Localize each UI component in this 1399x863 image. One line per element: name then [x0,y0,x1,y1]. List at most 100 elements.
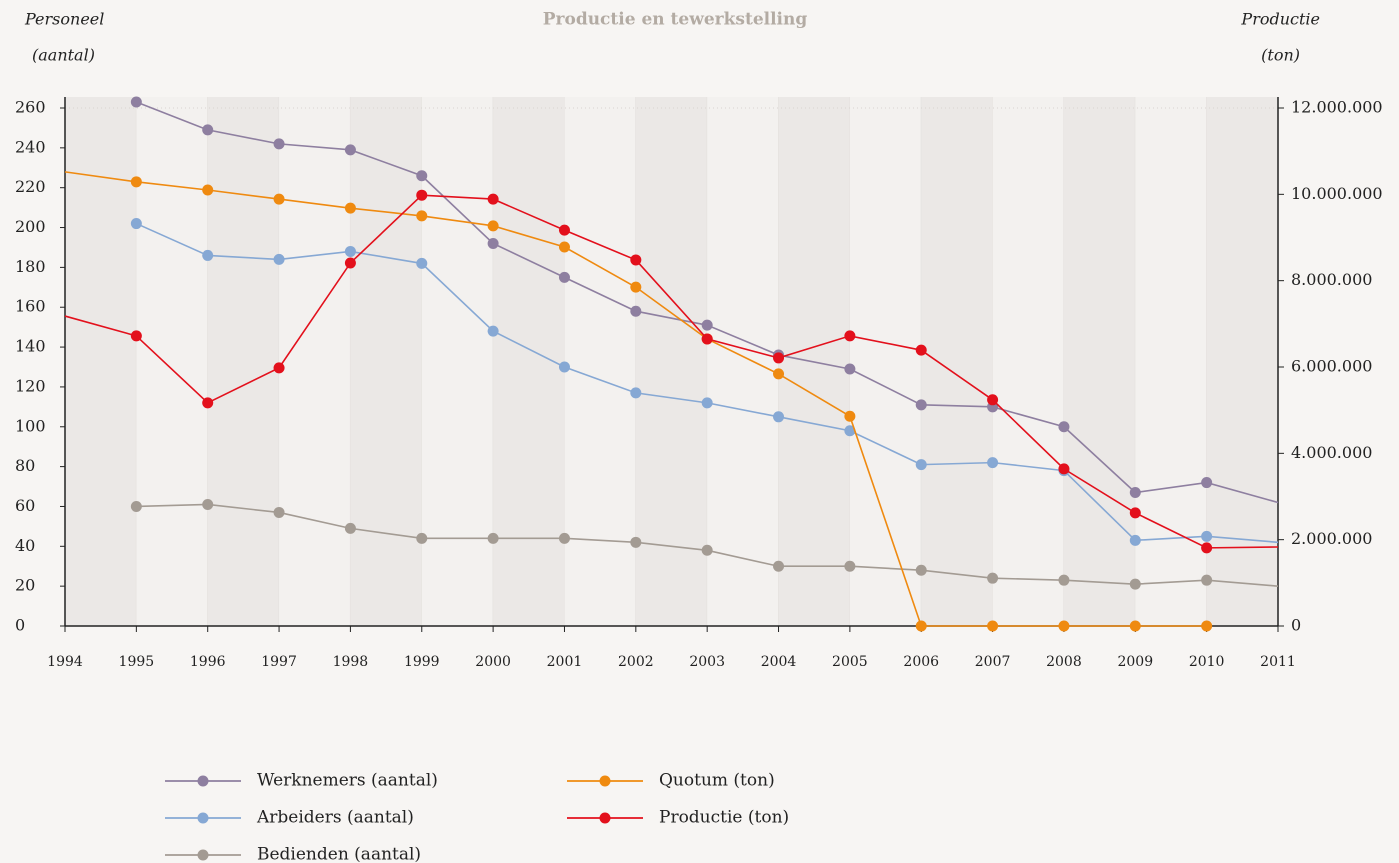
x-tick-label: 2008 [1046,654,1082,670]
point [487,325,499,337]
x-tick-label: 2011 [1260,654,1296,670]
point [344,144,356,156]
point [701,319,713,331]
point [1058,574,1070,586]
point [1129,534,1141,546]
point [273,138,285,150]
y-tick-label: 160 [15,297,46,316]
point [487,237,499,249]
series-line [64,194,1279,549]
legend-label: Bedienden (aantal) [257,845,421,863]
point [558,361,570,373]
y2-axis-label: (ton) [1261,46,1300,65]
point [344,202,356,214]
legend-marker [599,812,611,824]
point [987,394,999,406]
point [558,224,570,236]
point [1058,421,1070,433]
y-tick-label: 220 [15,177,46,196]
y-tick-label: 80 [15,456,35,475]
y-axis-label: (aantal) [32,46,95,65]
point [273,193,285,205]
x-tick-label: 1999 [404,654,440,670]
x-tick-label: 1998 [333,654,369,670]
x-tick-label: 2010 [1189,654,1225,670]
point [844,330,856,342]
point [1201,574,1213,586]
band [635,97,708,626]
y2-tick-label: 6.000.000 [1291,357,1372,376]
y2-tick-label: 2.000.000 [1291,529,1372,548]
point [987,620,999,632]
x-tick-label: 2002 [618,654,654,670]
band [279,97,351,626]
band [65,97,137,626]
point [915,344,927,356]
point [915,620,927,632]
x-tick-label: 1997 [261,654,297,670]
x-tick-label: 1995 [119,654,155,670]
y2-tick-label: 0 [1291,616,1301,635]
point [130,176,142,188]
y-tick-label: 260 [15,98,46,117]
point [1201,530,1213,542]
point [630,387,642,399]
point [1129,507,1141,519]
point [416,257,428,269]
point [630,536,642,548]
x-tick-label: 2007 [975,654,1011,670]
x-tick-label: 2004 [761,654,797,670]
band [564,97,636,626]
y2-axis-label: Productie [1240,10,1320,29]
point [344,522,356,534]
y-tick-label: 100 [15,416,46,435]
point [844,363,856,375]
y2-tick-label: 10.000.000 [1291,184,1383,203]
point [416,170,428,182]
point [1201,542,1213,554]
point [1129,620,1141,632]
point [773,352,785,364]
point [701,544,713,556]
x-tick-label: 2000 [475,654,511,670]
point [558,532,570,544]
legend-marker [599,775,611,787]
band [136,97,208,626]
point [130,330,142,342]
band [350,97,422,626]
y-tick-label: 60 [15,496,35,515]
point [773,560,785,572]
y-tick-label: 200 [15,217,46,236]
y-tick-label: 180 [15,257,46,276]
point [416,532,428,544]
point [915,459,927,471]
point [844,560,856,572]
band [921,97,993,626]
point [915,564,927,576]
y2-tick-label: 8.000.000 [1291,270,1372,289]
point [773,411,785,423]
point [416,210,428,222]
legend-marker [197,812,209,824]
point [344,257,356,269]
point [273,506,285,518]
point [1201,620,1213,632]
point [844,410,856,422]
band [992,97,1064,626]
point [1129,487,1141,499]
band [1135,97,1207,626]
band [707,97,779,626]
legend-label: Arbeiders (aantal) [256,808,414,828]
point [1201,477,1213,489]
legend-label: Productie (ton) [659,808,789,828]
point [130,218,142,230]
y-tick-label: 240 [15,137,46,156]
y2-tick-label: 12.000.000 [1291,98,1383,117]
band [1063,97,1136,626]
y-tick-label: 120 [15,376,46,395]
point [273,362,285,374]
point [630,305,642,317]
point [558,271,570,283]
